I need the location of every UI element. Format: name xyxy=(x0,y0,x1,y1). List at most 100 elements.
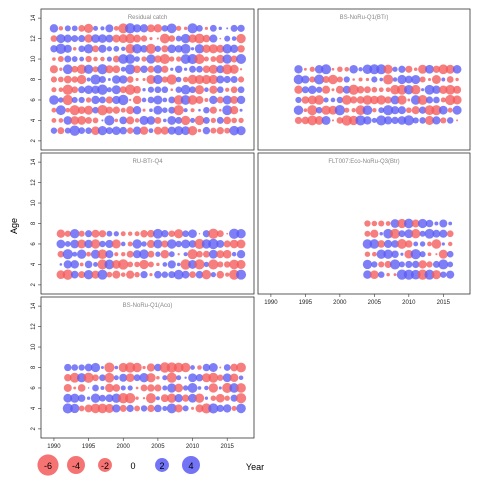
residual-bubble xyxy=(161,271,169,278)
residual-bubble xyxy=(195,270,204,279)
residual-bubble xyxy=(230,363,238,372)
residual-bubble xyxy=(403,115,414,126)
residual-bubble xyxy=(113,45,120,52)
residual-bubble xyxy=(231,36,237,41)
residual-bubble xyxy=(120,66,126,72)
residual-bubble xyxy=(405,107,412,114)
residual-bubble xyxy=(188,229,197,239)
residual-bubble xyxy=(83,44,94,54)
residual-bubble xyxy=(85,55,92,63)
residual-bubble xyxy=(447,241,453,247)
y-tick-label: 2 xyxy=(31,139,37,143)
residual-bubble xyxy=(84,404,93,413)
residual-bubble xyxy=(448,221,453,226)
residual-bubble xyxy=(377,271,385,278)
y-axis-label: Age xyxy=(9,218,19,234)
residual-bubble xyxy=(190,117,196,123)
residual-bubble xyxy=(56,239,66,249)
panel-frame xyxy=(40,152,255,295)
residual-bubble xyxy=(97,105,108,116)
residual-bubble xyxy=(194,74,205,85)
residual-bubble xyxy=(167,239,177,249)
residual-bubble xyxy=(336,117,344,124)
residual-bubble xyxy=(439,219,448,228)
residual-bubble xyxy=(236,383,246,393)
x-tick-label: 2000 xyxy=(117,444,131,450)
residual-bubble xyxy=(431,105,442,116)
residual-bubble xyxy=(64,55,72,63)
residual-bubble xyxy=(70,229,80,239)
residual-bubble xyxy=(105,250,114,259)
residual-bubble xyxy=(210,117,217,124)
residual-bubble xyxy=(78,271,86,279)
residual-bubble xyxy=(175,240,182,248)
residual-bubble xyxy=(162,262,168,267)
residual-bubble xyxy=(230,86,238,94)
residual-bubble xyxy=(440,117,447,124)
residual-bubble xyxy=(307,115,318,126)
residual-bubble xyxy=(113,375,119,381)
residual-bubble xyxy=(85,97,92,103)
residual-bubble xyxy=(70,239,80,249)
residual-bubble xyxy=(113,25,119,31)
residual-bubble xyxy=(235,393,247,404)
residual-bubble xyxy=(77,384,86,392)
residual-bubble xyxy=(195,404,204,413)
residual-bubble xyxy=(140,230,148,238)
residual-bubble xyxy=(162,385,168,391)
residual-bubble xyxy=(105,106,113,114)
residual-bubble xyxy=(142,77,146,82)
residual-bubble xyxy=(132,250,142,259)
residual-bubble xyxy=(121,46,126,51)
x-tick-label: 1990 xyxy=(47,444,61,450)
residual-bubble xyxy=(59,67,63,71)
residual-bubble xyxy=(77,239,87,249)
residual-bubble xyxy=(106,87,112,93)
residual-bubble xyxy=(431,239,442,249)
residual-bubble xyxy=(371,86,378,93)
residual-bubble xyxy=(453,85,462,94)
residual-bubble xyxy=(92,66,99,73)
residual-bubble xyxy=(51,107,57,113)
residual-bubble xyxy=(403,269,414,280)
residual-bubble xyxy=(97,84,108,95)
residual-bubble xyxy=(168,230,176,238)
residual-bubble xyxy=(209,95,218,105)
residual-bubble xyxy=(62,249,73,260)
residual-bubble xyxy=(370,229,379,238)
residual-bubble xyxy=(309,66,315,72)
residual-bubble xyxy=(194,44,205,54)
residual-bubble xyxy=(369,239,380,249)
legend-bubble xyxy=(182,456,200,474)
residual-bubble xyxy=(229,44,239,53)
residual-bubble xyxy=(125,44,135,54)
residual-bubble xyxy=(216,250,225,259)
residual-bubble xyxy=(97,64,108,75)
residual-bubble xyxy=(111,393,121,403)
residual-bubble xyxy=(104,115,115,126)
residual-bubble xyxy=(378,107,385,114)
residual-bubble xyxy=(90,239,101,249)
residual-bubble xyxy=(99,394,106,402)
residual-bubble xyxy=(190,108,195,113)
residual-bubble xyxy=(71,364,79,371)
residual-bubble xyxy=(226,232,229,235)
residual-bubble xyxy=(230,96,239,104)
residual-bubble xyxy=(208,64,218,74)
residual-bubble xyxy=(64,127,71,134)
residual-bubble xyxy=(204,87,209,93)
residual-bubble xyxy=(372,251,377,257)
residual-bubble xyxy=(390,84,400,95)
residual-bubble xyxy=(154,270,162,279)
residual-bubble xyxy=(188,240,197,248)
residual-bubble xyxy=(78,127,86,135)
residual-bubble xyxy=(175,35,182,42)
residual-bubble xyxy=(438,105,448,115)
panel-1: Residual catch 2 4 6 8 10 12 14 xyxy=(31,8,255,151)
residual-bubble xyxy=(377,240,386,248)
residual-bubble xyxy=(314,116,324,125)
residual-bubble xyxy=(187,383,198,393)
residual-bubble xyxy=(101,119,104,122)
residual-bubble xyxy=(154,116,162,124)
residual-bubble xyxy=(226,27,229,30)
